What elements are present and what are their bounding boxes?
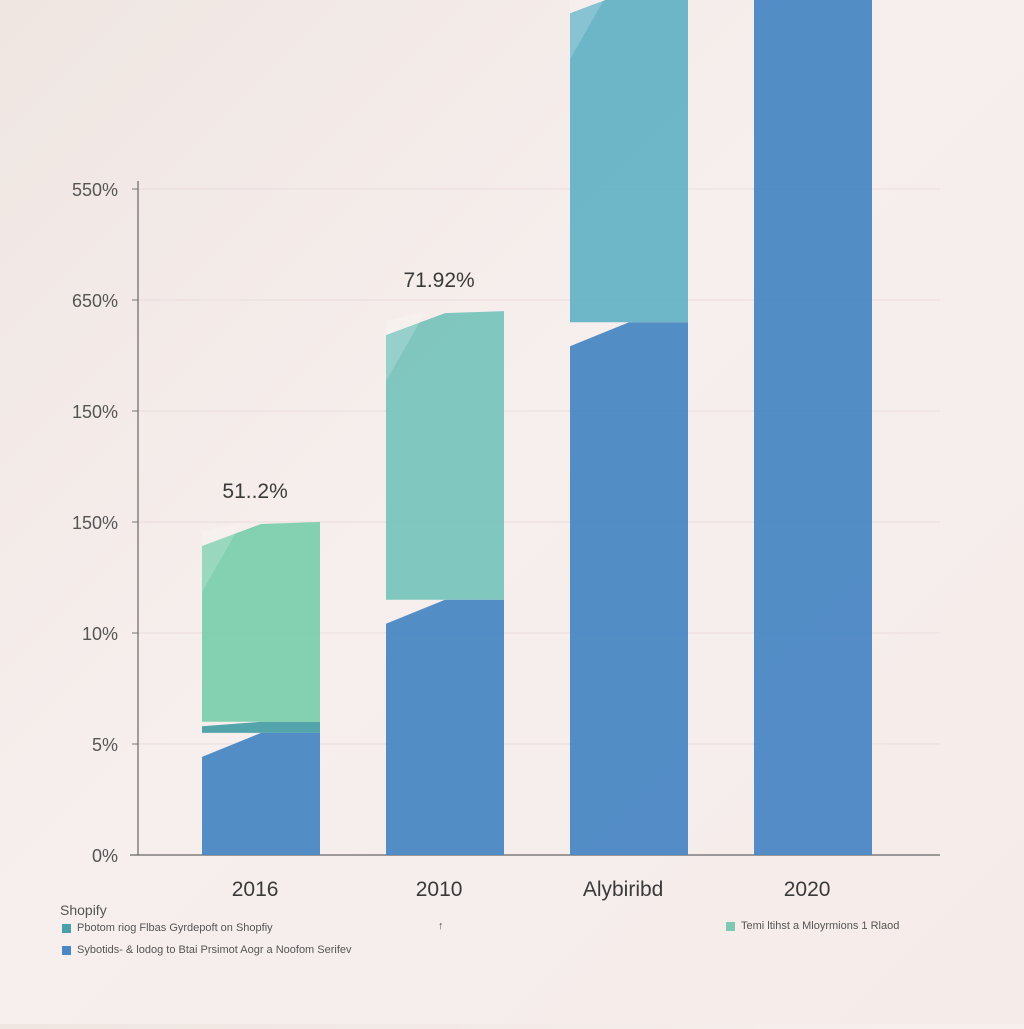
y-tick-label: 650% (72, 291, 118, 311)
bar-1-segment-3 (202, 522, 320, 722)
bar-3-segment-1 (570, 322, 688, 855)
bar-1-segment-2 (202, 721, 320, 733)
bar-2-segment-3 (386, 311, 504, 600)
data-label-1: 51..2% (222, 480, 287, 503)
bar-3-highlight (570, 0, 604, 60)
legend-swatch-2 (62, 945, 71, 955)
y-tick-label: 0% (92, 846, 118, 866)
legend-item-2: Sybotids- & lodog to Btai Prsimot Aogr a… (62, 944, 352, 956)
bar-1-highlight (202, 522, 242, 592)
x-tick-label-2: 2010 (416, 878, 463, 901)
legend-label-2: Sybotids- & lodog to Btai Prsimot Aogr a… (77, 944, 352, 956)
bar-1-segment-1 (202, 732, 320, 855)
legend-title: Shopify (60, 902, 107, 918)
x-tick-label-3: Alybiribd (583, 878, 664, 901)
legend-label-3: Temi ltihst a Mloyrmions 1 Rlaod (741, 920, 900, 932)
legend-swatch-3 (726, 921, 735, 931)
legend-item-1: Pbotom riog Flbas Gyrdepoft on Shopfiy (62, 922, 273, 934)
legend-item-3: Temi ltihst a Mloyrmions 1 Rlaod (726, 920, 899, 932)
y-tick-label: 150% (72, 402, 118, 422)
legend-marker-text: ↑ (438, 920, 444, 932)
y-tick-label: 10% (82, 624, 118, 644)
legend-marker: ↑ (438, 920, 444, 932)
legend-swatch-1 (62, 923, 71, 933)
bar-2-segment-1 (386, 599, 504, 855)
legend-label-1: Pbotom riog Flbas Gyrdepoft on Shopfiy (77, 922, 273, 934)
bar-4-segment-1 (754, 0, 872, 855)
x-tick-label-4: 2020 (784, 878, 831, 901)
y-tick-label: 5% (92, 735, 118, 755)
y-tick-label: 150% (72, 513, 118, 533)
y-tick-label: 550% (72, 180, 118, 200)
data-label-2: 71.92% (403, 269, 474, 292)
bar-3-segment-3 (570, 0, 688, 323)
bar-2-highlight (386, 311, 426, 382)
x-tick-label-1: 2016 (232, 878, 279, 901)
